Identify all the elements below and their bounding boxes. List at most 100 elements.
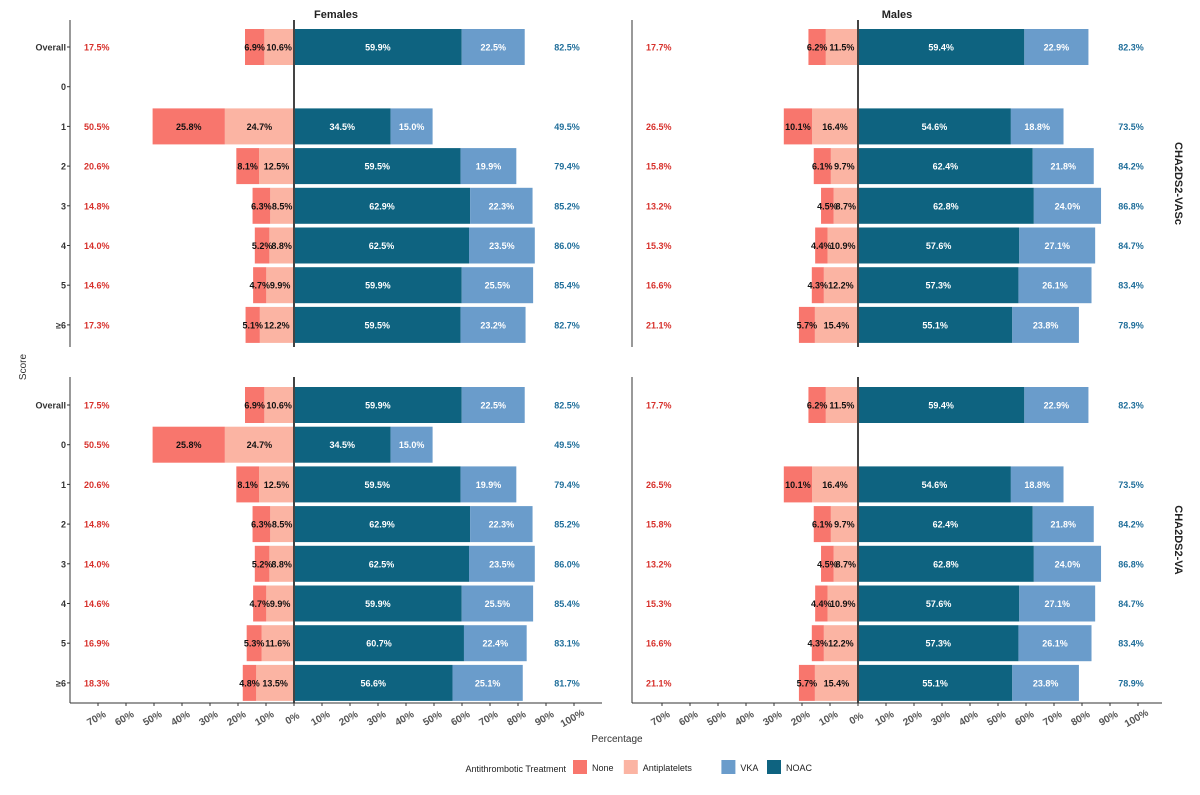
total-negative-cha2ds2-vasc-females-1: 50.5% bbox=[84, 122, 110, 132]
bar-noac-cha2ds2-va-females-overall bbox=[294, 387, 462, 423]
bar-antiplatelets-cha2ds2-vasc-males-1 bbox=[812, 108, 858, 145]
label-vka-cha2ds2-va-females-3: 23.5% bbox=[489, 559, 515, 569]
bar-antiplatelets-cha2ds2-vasc-males-2 bbox=[830, 148, 858, 185]
x-tick-label-females-0: 70% bbox=[85, 709, 108, 729]
label-antiplatelets-cha2ds2-vasc-females-1: 24.7% bbox=[247, 122, 273, 132]
x-tick-label-males-17: 100% bbox=[1123, 708, 1151, 730]
total-positive-cha2ds2-va-males-5: 83.4% bbox=[1118, 639, 1144, 649]
y-axis-title: Score bbox=[18, 354, 29, 381]
bar-vka-cha2ds2-va-males-5 bbox=[1018, 625, 1092, 662]
label-antiplatelets-cha2ds2-va-males-5: 12.2% bbox=[828, 639, 854, 649]
bar-antiplatelets-cha2ds2-va-males-2 bbox=[830, 506, 858, 543]
bar-vka-cha2ds2-va-males-3 bbox=[1033, 545, 1102, 582]
bar-vka-cha2ds2-va-females-3 bbox=[469, 545, 535, 582]
total-positive-cha2ds2-va-females-3: 86.0% bbox=[554, 559, 580, 569]
label-none-cha2ds2-va-males-ge6: 5.7% bbox=[797, 678, 818, 688]
label-vka-cha2ds2-va-females-4: 25.5% bbox=[485, 599, 511, 609]
bar-noac-cha2ds2-vasc-males-5 bbox=[858, 267, 1019, 304]
label-noac-cha2ds2-va-males-2: 62.4% bbox=[933, 520, 959, 530]
x-tick-label-males-8: 10% bbox=[873, 709, 896, 729]
bar-noac-cha2ds2-va-males-3 bbox=[858, 545, 1034, 582]
bar-antiplatelets-cha2ds2-va-males-overall bbox=[825, 387, 858, 423]
label-vka-cha2ds2-va-males-overall: 22.9% bbox=[1044, 401, 1070, 411]
bar-vka-cha2ds2-vasc-males-5 bbox=[1018, 267, 1092, 304]
legend-swatch-noac bbox=[767, 760, 781, 774]
bar-vka-cha2ds2-va-males-2 bbox=[1032, 506, 1094, 543]
bar-noac-cha2ds2-va-females-1 bbox=[294, 466, 461, 503]
x-tick-label-females-4: 30% bbox=[197, 709, 220, 729]
bar-antiplatelets-cha2ds2-va-females-4 bbox=[266, 585, 294, 622]
x-tick-label-females-5: 20% bbox=[225, 709, 248, 729]
label-none-cha2ds2-vasc-females-4: 5.2% bbox=[252, 241, 273, 251]
total-positive-cha2ds2-vasc-females-ge6: 82.7% bbox=[554, 320, 580, 330]
bar-antiplatelets-cha2ds2-va-females-overall bbox=[264, 387, 294, 423]
total-positive-cha2ds2-va-males-overall: 82.3% bbox=[1118, 401, 1144, 411]
bar-antiplatelets-cha2ds2-va-females-3 bbox=[269, 545, 294, 582]
label-vka-cha2ds2-va-males-2: 21.8% bbox=[1050, 520, 1076, 530]
bar-none-cha2ds2-va-females-0 bbox=[152, 426, 225, 463]
label-antiplatelets-cha2ds2-vasc-males-overall: 11.5% bbox=[829, 43, 854, 53]
category-label-cha2ds2-va-ge6: ≥6 bbox=[56, 678, 66, 688]
bar-noac-cha2ds2-vasc-males-overall bbox=[858, 29, 1025, 65]
bar-none-cha2ds2-vasc-females-overall bbox=[245, 29, 265, 65]
x-tick-label-females-13: 60% bbox=[449, 709, 472, 729]
label-none-cha2ds2-vasc-males-ge6: 5.7% bbox=[797, 320, 818, 330]
label-none-cha2ds2-vasc-females-ge6: 5.1% bbox=[242, 320, 263, 330]
bar-vka-cha2ds2-vasc-females-4 bbox=[469, 227, 535, 264]
label-noac-cha2ds2-va-females-4: 59.9% bbox=[365, 599, 391, 609]
label-antiplatelets-cha2ds2-va-males-1: 16.4% bbox=[822, 480, 848, 490]
label-antiplatelets-cha2ds2-vasc-females-2: 12.5% bbox=[264, 162, 290, 172]
category-label-cha2ds2-va-3: 3 bbox=[61, 559, 66, 569]
x-tick-label-males-6: 10% bbox=[817, 709, 840, 729]
total-negative-cha2ds2-va-females-overall: 17.5% bbox=[84, 401, 110, 411]
label-noac-cha2ds2-va-males-3: 62.8% bbox=[933, 559, 959, 569]
bar-noac-cha2ds2-va-males-4 bbox=[858, 585, 1020, 622]
x-tick-label-males-3: 40% bbox=[733, 709, 756, 729]
bar-vka-cha2ds2-va-females-4 bbox=[461, 585, 534, 622]
category-label-cha2ds2-vasc-1: 1 bbox=[61, 122, 66, 132]
x-tick-label-males-9: 20% bbox=[901, 709, 924, 729]
bar-antiplatelets-cha2ds2-vasc-females-2 bbox=[259, 148, 294, 185]
label-noac-cha2ds2-vasc-males-4: 57.6% bbox=[926, 241, 952, 251]
total-positive-cha2ds2-va-males-2: 84.2% bbox=[1118, 520, 1144, 530]
bar-none-cha2ds2-va-males-1 bbox=[783, 466, 813, 503]
x-axis-title: Percentage bbox=[591, 734, 643, 745]
bar-vka-cha2ds2-va-females-1 bbox=[460, 466, 517, 503]
label-antiplatelets-cha2ds2-vasc-males-ge6: 15.4% bbox=[824, 320, 850, 330]
label-antiplatelets-cha2ds2-vasc-females-overall: 10.6% bbox=[266, 43, 292, 53]
bar-vka-cha2ds2-va-females-ge6 bbox=[452, 664, 523, 701]
bar-antiplatelets-cha2ds2-va-males-1 bbox=[812, 466, 858, 503]
label-vka-cha2ds2-va-females-overall: 22.5% bbox=[480, 401, 506, 411]
bar-noac-cha2ds2-va-males-5 bbox=[858, 625, 1019, 662]
x-tick-label-females-7: 0% bbox=[284, 710, 302, 727]
label-noac-cha2ds2-va-females-overall: 59.9% bbox=[365, 401, 391, 411]
x-tick-label-females-8: 10% bbox=[309, 709, 332, 729]
bar-none-cha2ds2-va-females-4 bbox=[253, 585, 267, 622]
label-antiplatelets-cha2ds2-vasc-males-4: 10.9% bbox=[830, 241, 856, 251]
legend-label-noac: NOAC bbox=[786, 763, 813, 773]
bar-noac-cha2ds2-vasc-females-3 bbox=[294, 187, 471, 224]
label-noac-cha2ds2-va-males-5: 57.3% bbox=[925, 639, 951, 649]
bar-none-cha2ds2-va-females-1 bbox=[236, 466, 259, 503]
total-negative-cha2ds2-va-males-4: 15.3% bbox=[646, 599, 672, 609]
total-negative-cha2ds2-vasc-females-3: 14.8% bbox=[84, 201, 110, 211]
label-antiplatelets-cha2ds2-va-males-3: 8.7% bbox=[836, 559, 857, 569]
label-noac-cha2ds2-va-females-2: 62.9% bbox=[369, 520, 395, 530]
category-label-cha2ds2-vasc-ge6: ≥6 bbox=[56, 320, 66, 330]
bar-noac-cha2ds2-vasc-females-1 bbox=[294, 108, 391, 145]
bar-noac-cha2ds2-vasc-females-overall bbox=[294, 29, 462, 65]
label-noac-cha2ds2-vasc-females-1: 34.5% bbox=[330, 122, 356, 132]
bar-vka-cha2ds2-vasc-males-3 bbox=[1033, 187, 1102, 224]
total-positive-cha2ds2-va-females-4: 85.4% bbox=[554, 599, 580, 609]
total-positive-cha2ds2-vasc-females-1: 49.5% bbox=[554, 122, 580, 132]
total-negative-cha2ds2-vasc-males-3: 13.2% bbox=[646, 201, 672, 211]
legend-label-none: None bbox=[592, 763, 614, 773]
total-positive-cha2ds2-vasc-males-overall: 82.3% bbox=[1118, 43, 1144, 53]
bar-none-cha2ds2-va-males-2 bbox=[813, 506, 831, 543]
bar-antiplatelets-cha2ds2-va-females-0 bbox=[224, 426, 294, 463]
bar-vka-cha2ds2-va-females-overall bbox=[461, 387, 525, 423]
x-tick-label-females-2: 50% bbox=[141, 709, 164, 729]
label-noac-cha2ds2-vasc-males-overall: 59.4% bbox=[928, 43, 954, 53]
total-negative-cha2ds2-va-males-5: 16.6% bbox=[646, 639, 672, 649]
